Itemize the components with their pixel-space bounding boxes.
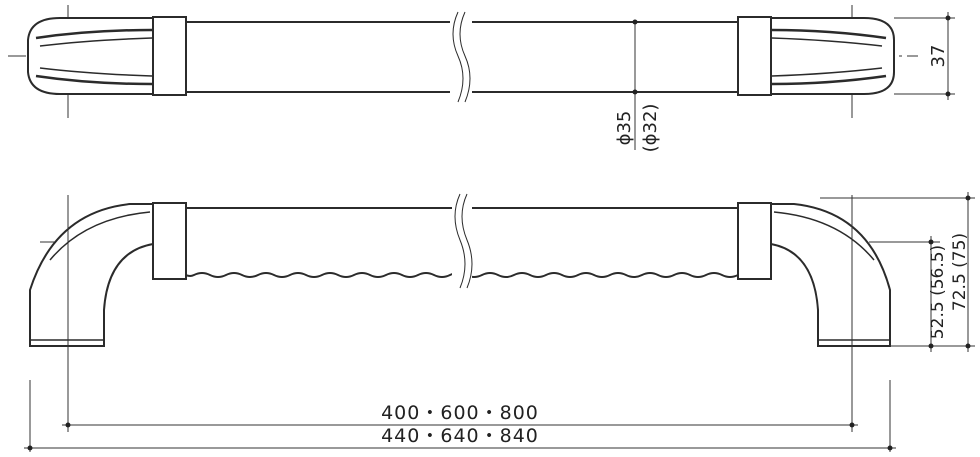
- projection-outer-label: 72.5 (75): [950, 233, 970, 311]
- top-view: [8, 5, 955, 150]
- side-view: [24, 192, 975, 452]
- top-left-collar: [152, 16, 187, 96]
- side-right-bracket: [770, 203, 891, 347]
- side-right-collar: [737, 202, 772, 280]
- side-left-collar: [152, 202, 187, 280]
- diameter-label: ϕ35: [614, 111, 635, 146]
- top-right-collar: [737, 16, 772, 96]
- outer-length-label: 440・640・840: [381, 425, 539, 447]
- top-left-end-cap: [27, 17, 187, 95]
- projection-inner-label: 52.5 (56.5): [928, 245, 948, 339]
- top-right-end-cap: [737, 17, 895, 95]
- bar-height-label: 37: [928, 45, 949, 68]
- diameter-alt-label: (ϕ32): [640, 104, 661, 153]
- side-left-bracket: [29, 203, 154, 347]
- inner-length-label: 400・600・800: [381, 402, 539, 424]
